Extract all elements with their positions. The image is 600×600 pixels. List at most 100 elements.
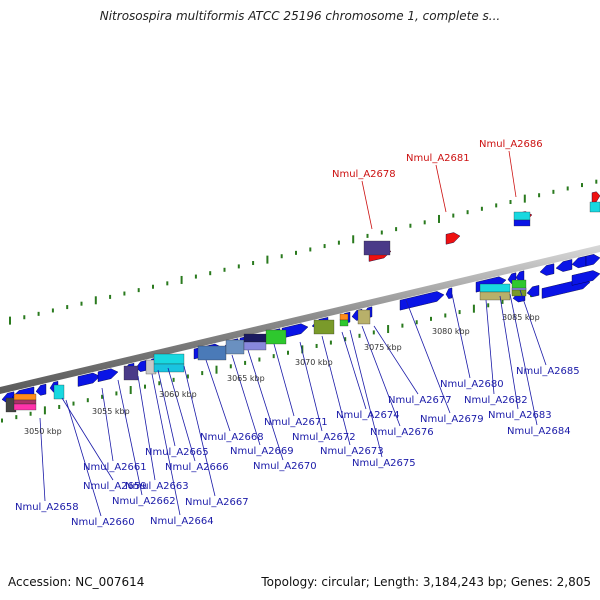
tick-mark [86, 398, 89, 403]
tick-mark [380, 230, 383, 235]
gene-label[interactable]: Nmul_A2673 [320, 446, 384, 457]
annotation-box[interactable] [53, 384, 65, 400]
kbp-label: 3085 kbp [502, 313, 540, 322]
annotation-box[interactable] [243, 341, 267, 351]
gene-label[interactable]: Nmul_A2661 [83, 462, 147, 473]
gene-arrow[interactable] [445, 287, 453, 299]
annotation-box[interactable] [243, 333, 267, 343]
gene-label[interactable]: Nmul_A2664 [150, 516, 214, 527]
leader-line [117, 379, 143, 496]
tick-mark [337, 240, 340, 245]
gene-arrow[interactable] [399, 291, 445, 311]
tick-mark [72, 401, 75, 406]
gene-label[interactable]: Nmul_A2663 [125, 481, 189, 492]
gene-label[interactable]: Nmul_A2674 [336, 410, 400, 421]
gene-arrow-highlight[interactable] [591, 191, 600, 203]
leader-line [273, 343, 295, 417]
gene-label-highlight[interactable]: Nmul_A2686 [479, 139, 543, 150]
tick-mark [94, 296, 97, 305]
leader-line [101, 387, 114, 462]
annotation-box[interactable] [153, 353, 185, 365]
gene-label[interactable]: Nmul_A2682 [464, 395, 528, 406]
gene-label[interactable]: Nmul_A2671 [264, 417, 328, 428]
tick-mark [430, 316, 432, 321]
gene-label[interactable]: Nmul_A2660 [71, 517, 135, 528]
gene-label[interactable]: Nmul_A2669 [230, 446, 294, 457]
gene-arrow[interactable] [571, 270, 600, 286]
tick-mark [1, 418, 3, 423]
gene-label[interactable]: Nmul_A2675 [352, 458, 416, 469]
leader-line [435, 164, 447, 213]
gene-label[interactable]: Nmul_A2665 [145, 447, 209, 458]
tick-mark [409, 223, 412, 228]
annotation-box[interactable] [13, 403, 37, 411]
gene-label[interactable]: Nmul_A2670 [253, 461, 317, 472]
tick-mark [323, 244, 326, 249]
gene-label[interactable]: Nmul_A2667 [185, 497, 249, 508]
gene-box[interactable] [513, 219, 531, 227]
gene-label-highlight[interactable]: Nmul_A2678 [332, 169, 396, 180]
annotation-box[interactable] [13, 393, 37, 401]
annotation-box[interactable] [123, 365, 139, 381]
gene-label[interactable]: Nmul_A2662 [112, 496, 176, 507]
tick-mark [352, 235, 355, 244]
tick-mark [552, 189, 555, 194]
annotation-box[interactable] [313, 319, 335, 335]
gene-arrow[interactable] [571, 255, 587, 269]
gene-box[interactable] [589, 201, 600, 213]
tick-mark [43, 406, 46, 415]
leader-line [61, 397, 114, 481]
leader-line [508, 150, 517, 198]
annotation-box[interactable] [225, 339, 245, 355]
gene-label[interactable]: Nmul_A2676 [370, 427, 434, 438]
gene-label[interactable]: Nmul_A2666 [165, 462, 229, 473]
tick-mark [252, 261, 255, 266]
gene-box[interactable] [513, 211, 531, 221]
gene-arrow-highlight[interactable] [445, 232, 461, 245]
gene-label[interactable]: Nmul_A2683 [488, 410, 552, 421]
kbp-label: 3065 kbp [227, 374, 265, 383]
tick-mark [487, 303, 490, 308]
gene-label[interactable]: Nmul_A2685 [516, 366, 580, 377]
tick-mark [329, 340, 332, 345]
gene-label[interactable]: Nmul_A2672 [292, 432, 356, 443]
feature-track [1, 191, 600, 413]
leader-line [321, 335, 351, 446]
gene-label-highlight[interactable]: Nmul_A2681 [406, 153, 470, 164]
tick-mark [9, 316, 11, 325]
tick-mark [51, 308, 54, 313]
gene-arrow[interactable] [555, 259, 573, 272]
gene-arrow[interactable] [35, 383, 47, 396]
leader-line [183, 365, 216, 497]
annotation-box[interactable] [511, 289, 527, 297]
leader-line [499, 295, 519, 410]
annotation-box[interactable] [197, 345, 227, 361]
gene-arrow[interactable] [585, 254, 600, 267]
kbp-label: 3070 kbp [295, 358, 333, 367]
annotation-box[interactable] [479, 283, 511, 293]
gene-label[interactable]: Nmul_A2659 [83, 481, 147, 492]
annotation-box[interactable] [265, 329, 287, 345]
tick-mark [237, 264, 240, 269]
annotation-box[interactable] [479, 291, 511, 301]
leader-line [509, 293, 538, 426]
tick-mark [295, 250, 297, 255]
annotation-box[interactable] [13, 399, 37, 405]
gene-label[interactable]: Nmul_A2684 [507, 426, 571, 437]
gene-label[interactable]: Nmul_A2658 [15, 502, 79, 513]
leader-line [519, 289, 547, 366]
gene-arrow[interactable] [526, 285, 540, 298]
tick-mark [258, 357, 261, 362]
gene-arrow[interactable] [539, 263, 555, 276]
gene-label[interactable]: Nmul_A2679 [420, 414, 484, 425]
annotation-box[interactable] [339, 313, 349, 321]
gene-label[interactable]: Nmul_A2677 [388, 395, 452, 406]
gene-label[interactable]: Nmul_A2668 [200, 432, 264, 443]
annotation-box[interactable] [339, 319, 349, 327]
gene-arrow[interactable] [77, 372, 101, 387]
annotation-box[interactable] [357, 309, 371, 325]
gene-labels[interactable]: Nmul_A2658 Nmul_A2659 Nmul_A2660 Nmul_A2661… [15, 139, 580, 528]
gene-box[interactable] [363, 240, 391, 256]
gene-label[interactable]: Nmul_A2680 [440, 379, 504, 390]
gene-arrow[interactable] [97, 368, 119, 383]
